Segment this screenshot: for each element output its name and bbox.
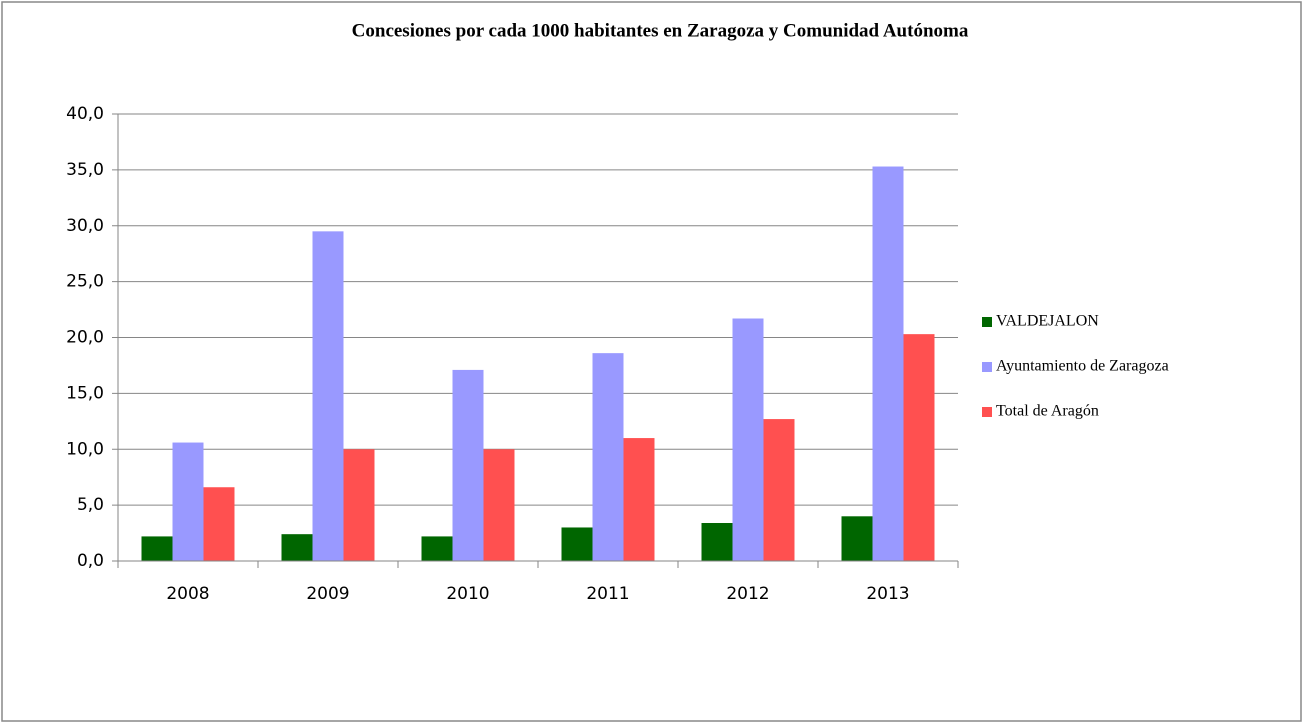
y-tick-label: 40,0 bbox=[66, 104, 104, 124]
bar bbox=[312, 231, 344, 561]
x-tick-label: 2012 bbox=[726, 584, 769, 604]
y-tick-label: 35,0 bbox=[66, 160, 104, 180]
bar bbox=[592, 353, 624, 561]
bar bbox=[483, 449, 515, 561]
x-tick-label: 2010 bbox=[446, 584, 489, 604]
y-tick-label: 25,0 bbox=[66, 272, 104, 292]
x-tick-label: 2008 bbox=[166, 584, 209, 604]
bar bbox=[281, 534, 313, 561]
legend-label: Total de Aragón bbox=[996, 403, 1099, 420]
bar bbox=[141, 536, 173, 561]
x-tick-label: 2011 bbox=[586, 584, 629, 604]
bar bbox=[841, 516, 873, 561]
bar bbox=[732, 318, 764, 561]
legend-swatch bbox=[982, 317, 992, 327]
y-tick-label: 0,0 bbox=[77, 551, 104, 571]
x-tick-label: 2013 bbox=[866, 584, 909, 604]
y-tick-label: 15,0 bbox=[66, 383, 104, 403]
y-tick-label: 30,0 bbox=[66, 216, 104, 236]
bar bbox=[903, 334, 935, 561]
x-tick-label: 2009 bbox=[306, 584, 349, 604]
bar bbox=[872, 166, 904, 561]
legend-label: Ayuntamiento de Zaragoza bbox=[996, 358, 1169, 375]
bar bbox=[701, 523, 733, 561]
y-tick-label: 20,0 bbox=[66, 328, 104, 348]
bar bbox=[343, 449, 375, 561]
legend-label: VALDEJALON bbox=[996, 313, 1099, 330]
chart-title: Concesiones por cada 1000 habitantes en … bbox=[352, 20, 969, 41]
legend-swatch bbox=[982, 407, 992, 417]
y-tick-label: 10,0 bbox=[66, 439, 104, 459]
legend-swatch bbox=[982, 362, 992, 372]
bar bbox=[561, 527, 593, 561]
bar bbox=[172, 442, 204, 561]
bar bbox=[452, 369, 484, 561]
bar bbox=[203, 487, 235, 561]
bar bbox=[421, 536, 453, 561]
y-tick-label: 5,0 bbox=[77, 495, 104, 515]
bar bbox=[623, 438, 655, 561]
bar bbox=[763, 419, 795, 561]
